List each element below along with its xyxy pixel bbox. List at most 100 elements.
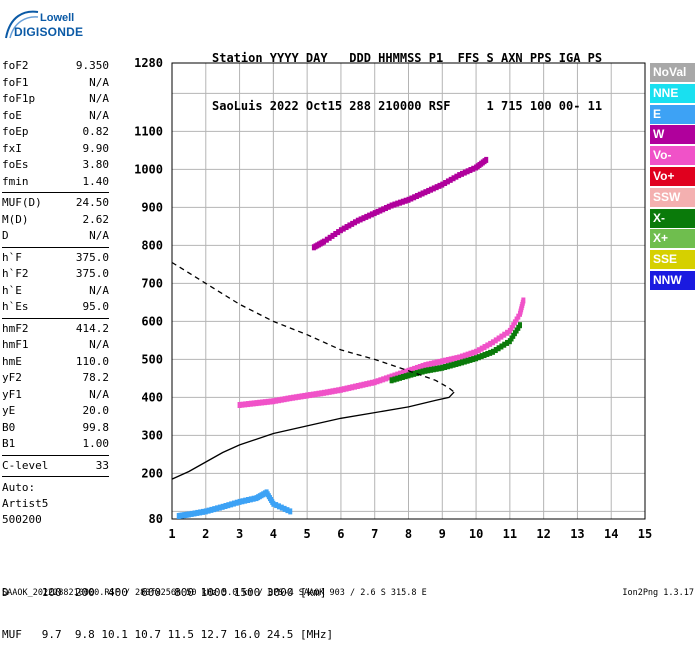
trace-point [448, 356, 453, 363]
trace-point [355, 383, 360, 389]
y-tick-label: 500 [141, 352, 163, 366]
echo-traces [176, 156, 526, 519]
auto-program: Artist5 [2, 497, 49, 510]
param-value: 20.0 [82, 404, 110, 417]
trace-point [319, 390, 324, 397]
trace-point [465, 351, 470, 358]
y-axis-ticks: 80 200 300 400 500 600 700 800 900 1000 1100 1280 [134, 56, 163, 526]
trace-point [414, 193, 419, 199]
trace-point [285, 395, 290, 402]
param-value: 9.350 [75, 59, 109, 72]
param-name: h`E [2, 283, 22, 297]
trace-point [271, 500, 276, 507]
param-name: M(D) [2, 212, 29, 226]
param-row: h`F 375.0 [2, 250, 109, 267]
param-value: N/A [89, 229, 109, 242]
header-row-labels: Station YYYY DAY DDD HHMMSS P1 FFS S AXN… [212, 51, 603, 65]
version-label: Ion2Png 1.3.17 [622, 588, 694, 598]
param-value: 375.0 [75, 250, 109, 264]
trace-point [431, 185, 436, 192]
trace-point [414, 364, 419, 371]
x-tick-label: 7 [371, 527, 378, 541]
param-value: 0.82 [82, 125, 110, 138]
param-row: foF2 9.350 [2, 58, 109, 75]
trace-point [457, 360, 462, 367]
trace-point [333, 231, 338, 237]
autoscaling-info: Auto: Artist5 500200 [2, 480, 48, 528]
trace-point [234, 499, 239, 506]
trace-point [409, 366, 414, 373]
trace-point [243, 401, 248, 408]
trace-point [496, 345, 501, 352]
trace-point [347, 222, 352, 229]
trace-point [198, 509, 203, 516]
param-value: 1.40 [82, 174, 110, 188]
y-tick-label: 1000 [134, 162, 163, 176]
trace-point [468, 356, 473, 363]
legend-item: NNW [650, 270, 695, 290]
trace-point [341, 225, 346, 232]
trace-point [409, 195, 414, 202]
param-row: h`E N/A [2, 283, 109, 300]
trace-point [336, 387, 341, 394]
trace-point [445, 178, 450, 185]
param-row: h`F2 375.0 [2, 266, 109, 283]
trace-point [465, 168, 470, 175]
trace-point [417, 364, 422, 370]
y-tick-label: 600 [141, 314, 163, 328]
trace-point [392, 201, 397, 208]
trace-point [457, 172, 462, 179]
trace-point [462, 358, 467, 365]
param-row: foEp 0.82 [2, 124, 109, 141]
trace-point [448, 362, 453, 369]
trace-point [471, 165, 476, 172]
trace-point [330, 232, 335, 239]
param-row: B0 99.8 [2, 420, 109, 437]
lowell-digisonde-logo [4, 6, 74, 42]
param-value: 95.0 [82, 300, 110, 313]
param-value: 99.8 [82, 420, 110, 434]
param-name: foF2 [2, 59, 29, 72]
x-tick-label: 15 [638, 527, 652, 541]
param-name: yF2 [2, 371, 22, 384]
legend-item: W [650, 125, 695, 145]
auto-version: 500200 [2, 513, 42, 526]
trace-point [443, 357, 448, 364]
param-row: foF1p N/A [2, 91, 109, 108]
trace-point [344, 385, 349, 392]
trace-point [437, 358, 442, 365]
param-name: B0 [2, 420, 16, 434]
param-name: fmin [2, 174, 29, 188]
param-name: yE [2, 404, 16, 417]
param-name: h`Es [2, 300, 29, 313]
param-name: fxI [2, 141, 22, 155]
trace-point [440, 181, 445, 188]
param-value: N/A [89, 283, 109, 297]
trace-point [367, 212, 372, 219]
param-name: foEs [2, 158, 29, 171]
trace-point [474, 355, 479, 362]
trace-point [431, 366, 436, 373]
trace-point [389, 377, 394, 384]
trace-point [296, 393, 301, 400]
header-row-values: SaoLuis 2022 Oct15 288 210000 RSF 1 715 … [212, 99, 603, 113]
trace-point [412, 194, 417, 201]
trace-point [454, 173, 459, 180]
x-tick-label: 4 [270, 527, 277, 541]
file-info-line: SAAOK_2022288210000.RSF / 280fx256h 50 k… [2, 588, 427, 598]
trace-point [502, 331, 507, 338]
y-tick-label: 1280 [134, 56, 163, 70]
trace-point [499, 333, 504, 340]
trace-point [406, 372, 411, 379]
trace-point [381, 206, 386, 213]
profile-curves [171, 261, 455, 480]
trace-point [291, 394, 296, 401]
trace-point [417, 191, 422, 198]
trace-point [322, 389, 327, 396]
trace-point [274, 502, 279, 509]
trace-point [398, 374, 403, 381]
trace-point [353, 219, 358, 226]
trace-point [488, 340, 493, 347]
trace-point [378, 377, 383, 384]
trace-point [417, 369, 422, 376]
